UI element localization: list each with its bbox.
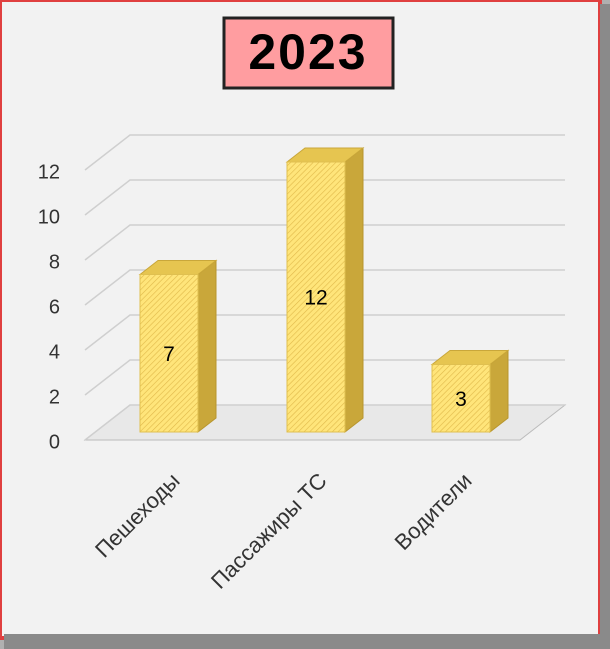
grid-line	[84, 224, 565, 261]
bar	[285, 146, 365, 434]
grid-line	[84, 359, 565, 396]
chart-title: 2023	[248, 24, 367, 80]
y-tick-label: 4	[49, 341, 60, 363]
data-label: 7	[163, 343, 175, 366]
bar-side	[197, 259, 217, 434]
bar-front	[139, 274, 199, 433]
data-label: 12	[304, 287, 327, 310]
y-tick-label: 8	[49, 251, 60, 273]
frame-right	[600, 4, 610, 649]
y-tick-label: 0	[49, 431, 60, 453]
grid-line	[84, 179, 565, 216]
grid-line	[84, 404, 565, 441]
grid-line	[84, 134, 565, 171]
y-tick-label: 12	[38, 161, 60, 183]
grid-line	[84, 269, 565, 306]
y-tick-label: 6	[49, 296, 60, 318]
y-tick-label: 10	[38, 206, 60, 228]
data-label: 3	[455, 388, 467, 411]
y-tick-label: 2	[49, 386, 60, 408]
bar	[138, 259, 218, 434]
bar-side	[344, 146, 364, 434]
grid-line	[84, 314, 565, 351]
title-box	[222, 16, 395, 90]
bar	[430, 349, 510, 434]
bar-front	[431, 364, 491, 433]
bar-front	[286, 161, 346, 433]
frame-bottom	[4, 634, 610, 649]
